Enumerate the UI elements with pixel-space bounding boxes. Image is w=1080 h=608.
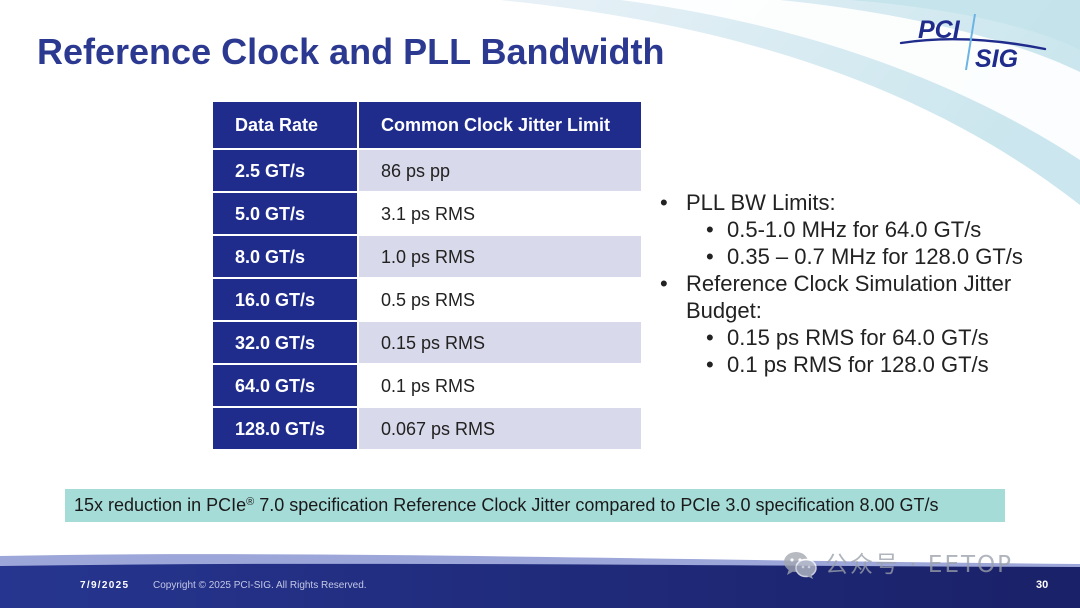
data-rate-cell: 64.0 GT/s: [213, 365, 357, 406]
wechat-icon: [784, 552, 817, 579]
sub-bullet-item: 0.5-1.0 MHz for 64.0 GT/s: [706, 216, 1036, 243]
logo-swoosh: [899, 37, 1047, 51]
swoosh-corner-teal: [850, 0, 1080, 50]
logo-text-sig: SIG: [975, 45, 1018, 73]
jitter-limit-cell: 1.0 ps RMS: [359, 236, 641, 277]
jitter-limit-cell: 0.1 ps RMS: [359, 365, 641, 406]
logo-slash: [965, 13, 976, 71]
jitter-limit-cell: 0.5 ps RMS: [359, 279, 641, 320]
jitter-limit-cell: 3.1 ps RMS: [359, 193, 641, 234]
slide-title: Reference Clock and PLL Bandwidth: [37, 31, 665, 72]
pci-sig-logo: PCI SIG: [895, 10, 1050, 74]
data-rate-cell: 2.5 GT/s: [213, 150, 357, 191]
footer-date: 7/9/2025: [80, 580, 130, 591]
header-jitter-limit: Common Clock Jitter Limit: [359, 102, 641, 148]
bullet-item-pll-bw: PLL BW Limits: 0.5-1.0 MHz for 64.0 GT/s…: [660, 189, 1036, 270]
jitter-limit-table: Data Rate Common Clock Jitter Limit 2.5 …: [213, 102, 641, 449]
sub-bullet-list: 0.5-1.0 MHz for 64.0 GT/s 0.35 – 0.7 MHz…: [686, 216, 1036, 270]
header-data-rate: Data Rate: [213, 102, 357, 148]
data-rate-cell: 5.0 GT/s: [213, 193, 357, 234]
pci-sig-logo-graphic: PCI SIG: [899, 13, 1047, 73]
banner-text-start: 15x reduction in PCIe: [74, 495, 247, 515]
sub-bullet-item: 0.35 – 0.7 MHz for 128.0 GT/s: [706, 243, 1036, 270]
jitter-limit-cell: 0.067 ps RMS: [359, 408, 641, 449]
bullet-text: PLL BW Limits:: [686, 190, 836, 215]
data-rate-cell: 16.0 GT/s: [213, 279, 357, 320]
footer-copyright: Copyright © 2025 PCI-SIG. All Rights Res…: [153, 580, 367, 591]
banner-text-end: 7.0 specification Reference Clock Jitter…: [254, 495, 939, 515]
sub-bullet-list: 0.15 ps RMS for 64.0 GT/s 0.1 ps RMS for…: [686, 324, 1036, 378]
page-number: 30: [1036, 579, 1049, 591]
jitter-limit-cell: 0.15 ps RMS: [359, 322, 641, 363]
bullet-text: Reference Clock Simulation Jitter Budget…: [686, 271, 1012, 323]
sub-bullet-item: 0.15 ps RMS for 64.0 GT/s: [706, 324, 1036, 351]
sub-bullet-item: 0.1 ps RMS for 128.0 GT/s: [706, 351, 1036, 378]
highlight-banner: 15x reduction in PCIe® 7.0 specification…: [65, 489, 1005, 522]
data-rate-cell: 128.0 GT/s: [213, 408, 357, 449]
watermark-text: 公众号 · EETOP: [825, 552, 1014, 578]
logo-text-pci: PCI: [918, 16, 961, 44]
data-rate-cell: 8.0 GT/s: [213, 236, 357, 277]
bullet-item-jitter-budget: Reference Clock Simulation Jitter Budget…: [660, 270, 1036, 378]
data-rate-cell: 32.0 GT/s: [213, 322, 357, 363]
jitter-limit-cell: 86 ps pp: [359, 150, 641, 191]
bullet-list: PLL BW Limits: 0.5-1.0 MHz for 64.0 GT/s…: [660, 189, 1036, 378]
registered-mark: ®: [246, 496, 255, 508]
watermark: 公众号 · EETOP: [783, 549, 1048, 581]
